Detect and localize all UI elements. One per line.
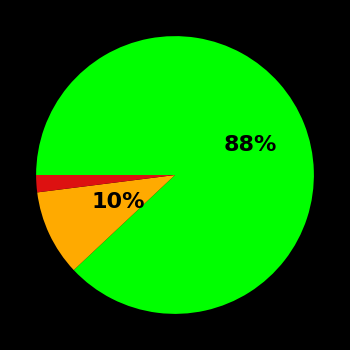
- Wedge shape: [37, 175, 175, 270]
- Text: 10%: 10%: [92, 191, 145, 212]
- Wedge shape: [36, 36, 314, 314]
- Wedge shape: [36, 175, 175, 192]
- Text: 88%: 88%: [223, 135, 276, 155]
